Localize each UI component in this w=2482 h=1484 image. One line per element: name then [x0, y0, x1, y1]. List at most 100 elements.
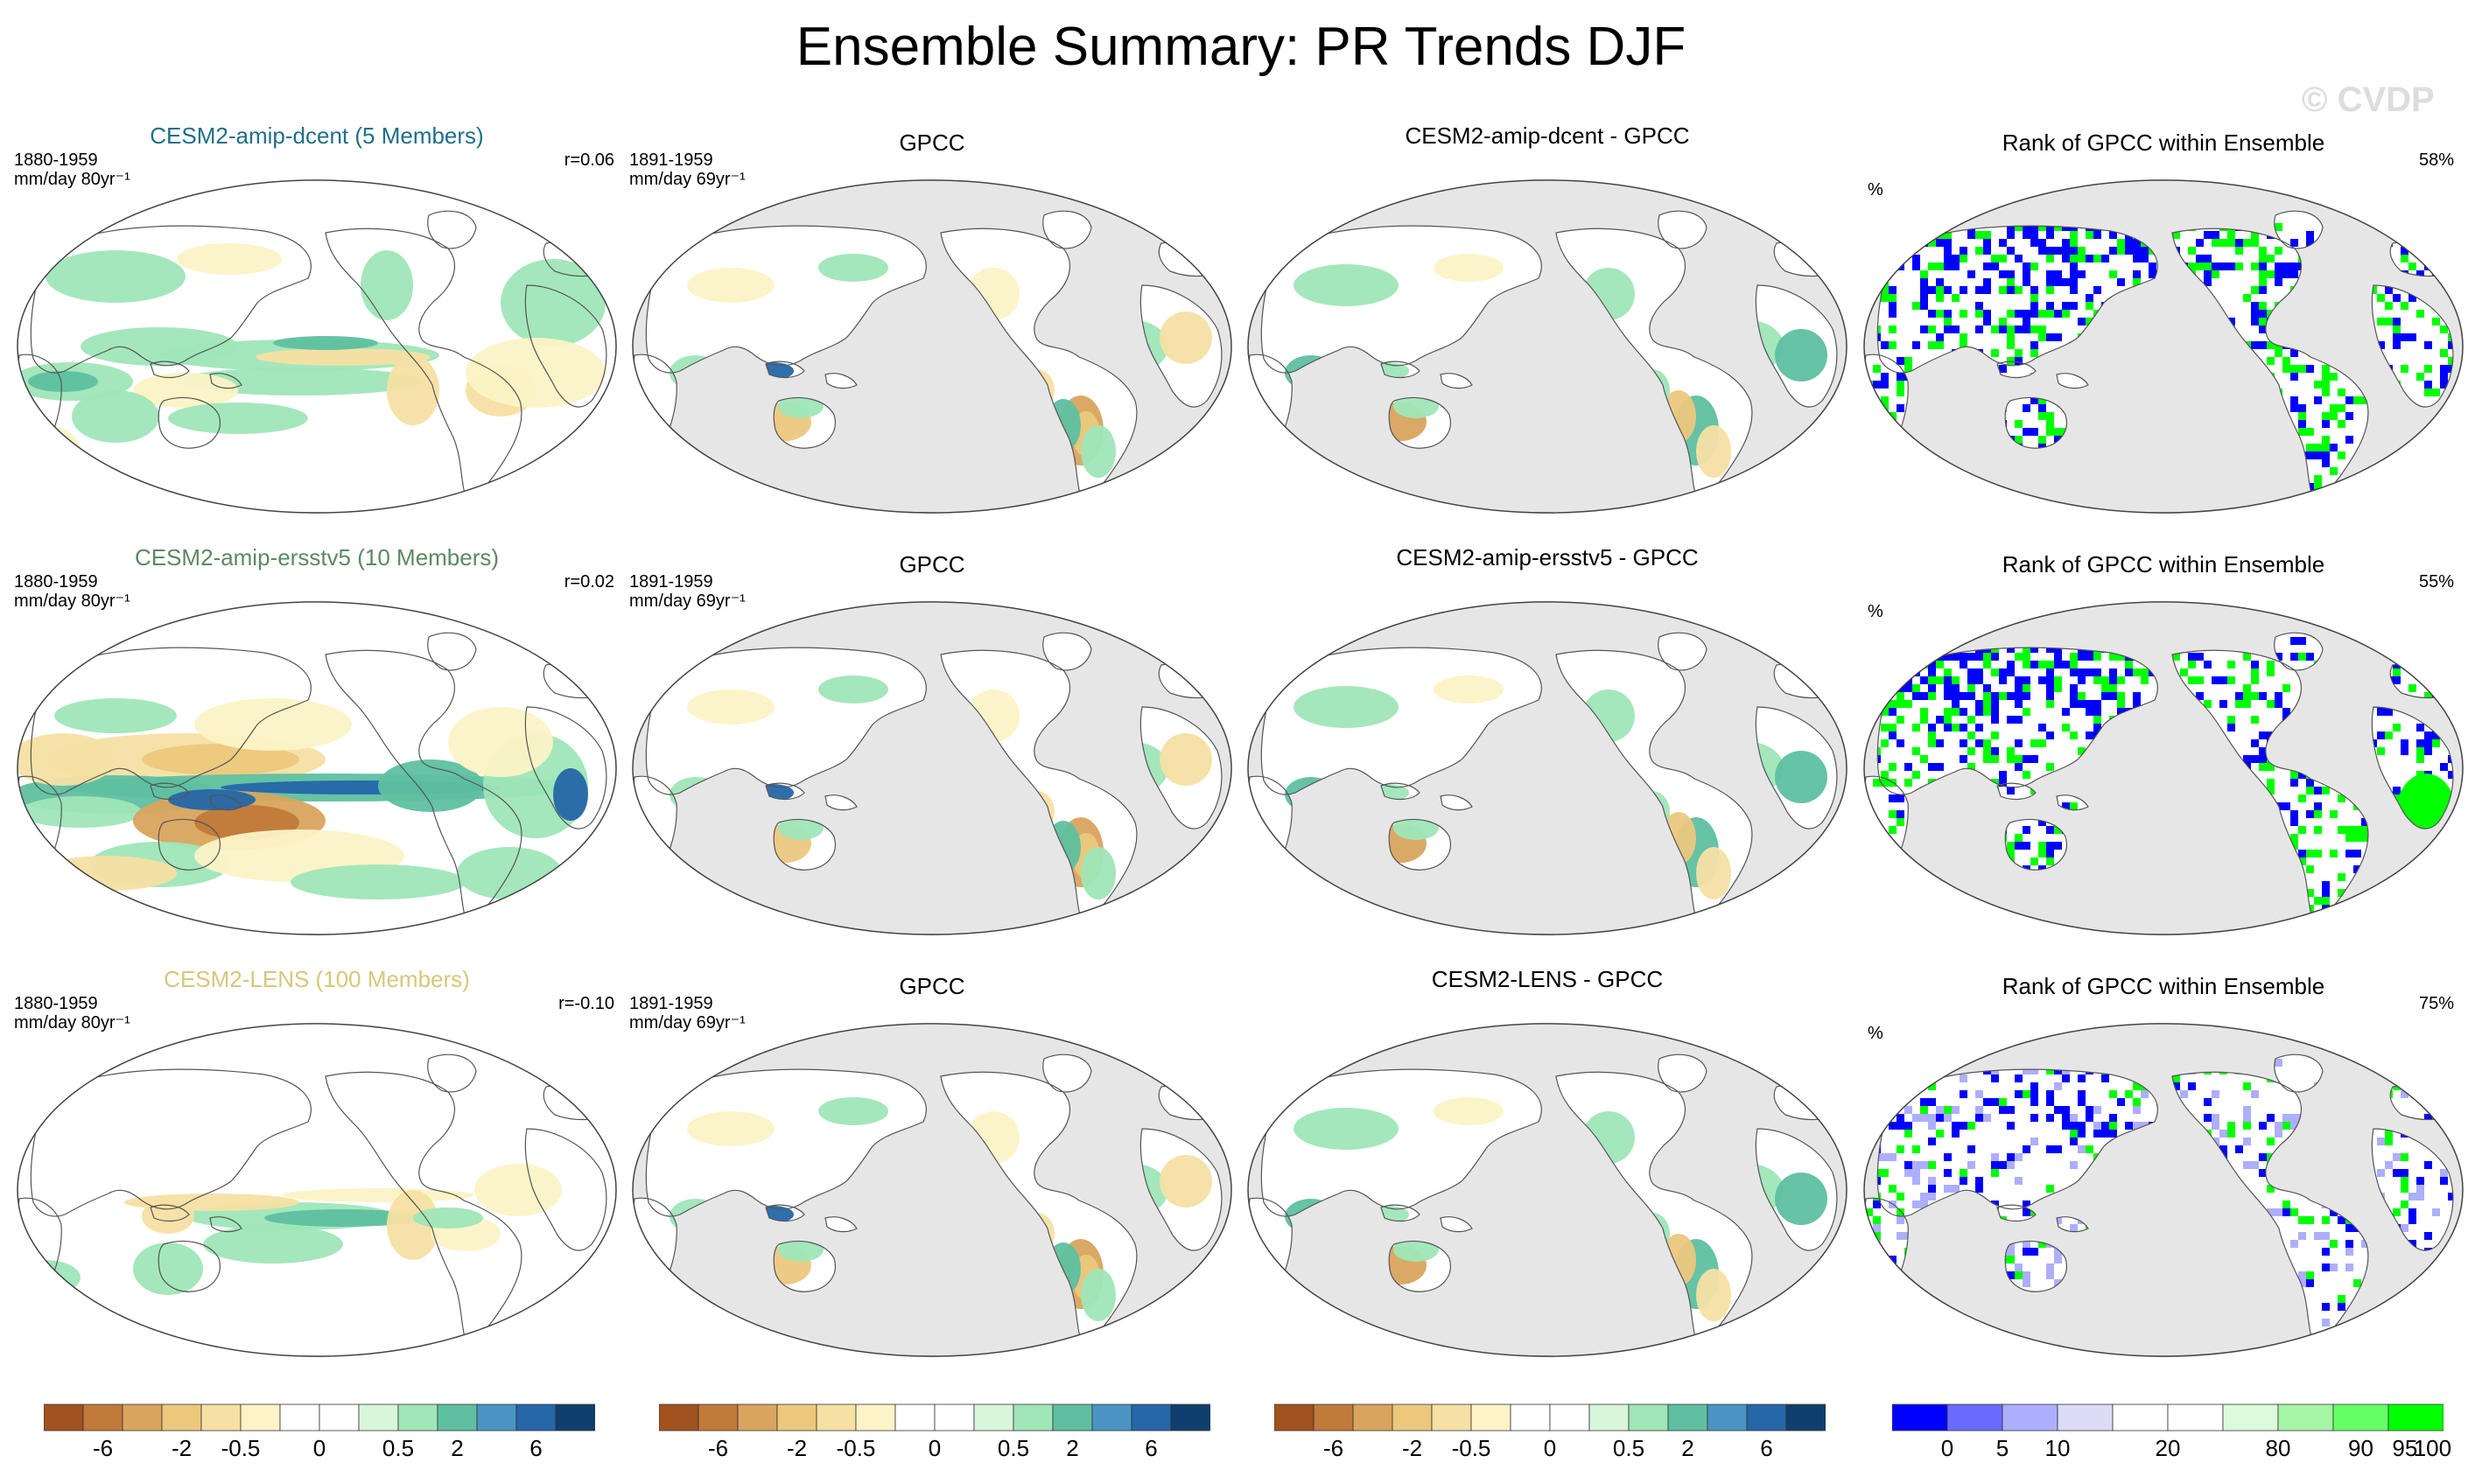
rank-cell — [1912, 341, 1920, 349]
rank-cell — [2038, 928, 2046, 936]
rank-cell — [1967, 1350, 1975, 1358]
rank-cell — [2385, 1138, 2393, 1145]
rank-cell — [1944, 239, 1952, 247]
rank-cell — [2464, 842, 2470, 850]
rank-cell — [1983, 905, 1991, 913]
rank-cell — [1975, 653, 1983, 661]
rank-cell — [1928, 1177, 1936, 1185]
rank-cell — [2401, 747, 2408, 755]
rank-cell — [2416, 270, 2424, 278]
colorbar-box — [2277, 1404, 2334, 1432]
panel-rank-row1: Rank of GPCC within Ensemble % 55% — [1857, 544, 2470, 947]
period-text: 1891-1959 — [629, 994, 713, 1013]
rank-cell — [1863, 1130, 1865, 1138]
rank-cell — [2212, 231, 2219, 239]
rank-cell — [2369, 499, 2377, 507]
rank-cell — [2204, 278, 2212, 286]
rank-cell — [1983, 1334, 1991, 1341]
coastline — [765, 1204, 805, 1222]
colorbar-tick-label: 6 — [1760, 1435, 1773, 1461]
rank-cell — [2275, 278, 2282, 286]
trend-contour — [687, 1111, 775, 1146]
rank-cell — [2054, 1082, 2062, 1090]
trend-contour — [273, 336, 378, 350]
trend-contour — [28, 371, 98, 392]
rank-cell — [2078, 1090, 2086, 1098]
rank-cell — [2133, 668, 2141, 676]
colorbar-box — [1392, 1404, 1433, 1432]
rank-cell — [2275, 692, 2282, 700]
rank-cell — [1865, 920, 1873, 928]
land-fill — [2372, 285, 2453, 408]
rank-cell — [1944, 1334, 1952, 1341]
rank-cell — [2401, 1342, 2408, 1350]
rank-cell — [1944, 724, 1952, 732]
rank-cell — [2259, 1153, 2267, 1161]
rank-cell — [1999, 920, 2007, 928]
panel-title: CESM2-amip-ersstv5 - GPCC — [1396, 544, 1699, 570]
rank-cell — [2023, 771, 2030, 779]
rank-cell — [2259, 270, 2267, 278]
rank-cell — [2204, 231, 2212, 239]
rank-cell — [2290, 653, 2298, 661]
rank-cell — [1889, 661, 1897, 668]
rank-cell — [2306, 231, 2314, 239]
rank-cell — [2023, 1208, 2030, 1216]
rank-cell — [2298, 1232, 2306, 1240]
panel-period: 1880-1959 mm/day 80yr⁻¹ — [14, 572, 130, 611]
coastline — [150, 1204, 190, 1222]
rank-cell — [1928, 920, 1936, 928]
rank-cell — [2385, 889, 2393, 897]
rank-cell — [2227, 239, 2235, 247]
rank-cell — [1952, 913, 1960, 920]
rank-cell — [2282, 684, 2290, 692]
rank-cell — [2227, 262, 2235, 270]
rank-cell — [1881, 661, 1889, 668]
rank-cell — [2054, 653, 2062, 661]
rank-cell — [1897, 1232, 1904, 1240]
trend-contour — [474, 1164, 562, 1216]
rank-cell — [1865, 404, 1873, 412]
rank-cell — [1912, 231, 1920, 239]
rank-cell — [1889, 668, 1897, 676]
rank-cell — [1975, 1114, 1983, 1122]
rank-cell — [2188, 1082, 2196, 1090]
rank-cell — [2251, 262, 2259, 270]
rank-cell — [2393, 475, 2401, 483]
colorbar-tick-label: 80 — [2265, 1435, 2291, 1461]
rank-cell — [1920, 294, 1928, 302]
rank-cell — [2070, 247, 2078, 255]
rank-cell — [2275, 1122, 2282, 1130]
rank-cell — [1928, 310, 1936, 318]
land-fill — [1658, 633, 1707, 670]
rank-cell — [2030, 262, 2038, 270]
rank-cell — [2393, 318, 2401, 326]
rank-cell — [2046, 1090, 2054, 1098]
coastline — [158, 1240, 221, 1292]
coastline — [427, 632, 477, 671]
rank-cell — [1881, 920, 1889, 928]
rank-cell — [2448, 357, 2454, 365]
rank-cell — [2054, 661, 2062, 668]
trend-contour — [1081, 1269, 1116, 1321]
rank-cell — [2030, 349, 2038, 357]
rank-cell — [2243, 1122, 2251, 1130]
rank-cell — [1936, 475, 1944, 483]
map-border — [632, 1023, 1232, 1357]
rank-cell — [2338, 826, 2345, 834]
rank-cell — [2046, 1185, 2054, 1193]
colorbar-box — [1274, 1404, 1315, 1432]
colorbar-box — [973, 1404, 1014, 1432]
rank-cell — [2464, 692, 2470, 700]
trend-contour — [1775, 751, 1827, 803]
rank-cell — [2078, 653, 2086, 661]
rank-cell — [1967, 747, 1975, 755]
rank-cell — [2070, 231, 2078, 239]
rank-cell — [1873, 365, 1881, 373]
rank-cell — [1975, 286, 1983, 294]
coastline — [2274, 1054, 2324, 1093]
rank-cell — [2030, 858, 2038, 865]
rank-cell — [2456, 1138, 2464, 1145]
rank-cell — [1999, 318, 2007, 326]
rank-cell — [2023, 692, 2030, 700]
